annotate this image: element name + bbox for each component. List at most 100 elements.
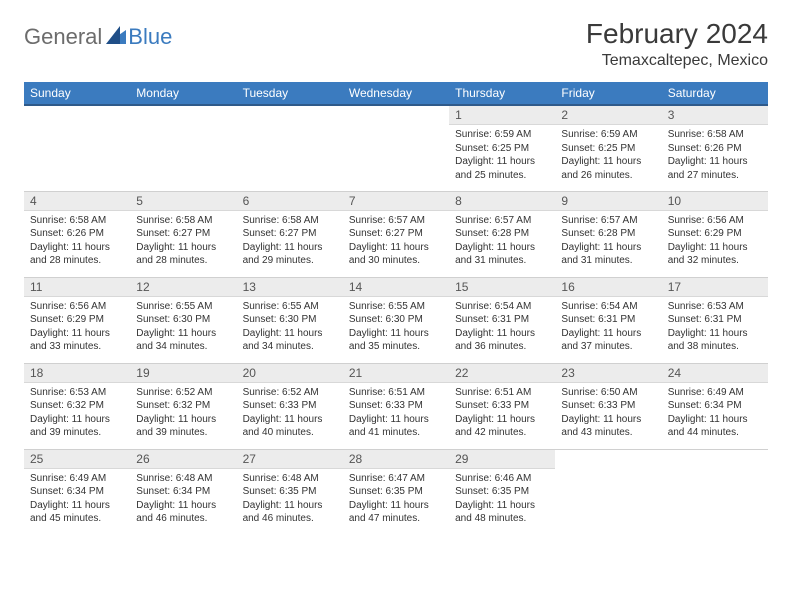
day-number: 12	[130, 278, 236, 297]
day-content: Sunrise: 6:48 AMSunset: 6:35 PMDaylight:…	[237, 469, 343, 530]
day-content: Sunrise: 6:52 AMSunset: 6:32 PMDaylight:…	[130, 383, 236, 444]
calendar-cell: 22Sunrise: 6:51 AMSunset: 6:33 PMDayligh…	[449, 363, 555, 449]
day-number: 23	[555, 364, 661, 383]
sunset-text: Sunset: 6:26 PM	[668, 142, 762, 156]
calendar-cell-empty	[343, 105, 449, 191]
daylight-text: Daylight: 11 hours and 31 minutes.	[455, 241, 549, 268]
calendar-cell: 9Sunrise: 6:57 AMSunset: 6:28 PMDaylight…	[555, 191, 661, 277]
day-content: Sunrise: 6:57 AMSunset: 6:27 PMDaylight:…	[343, 211, 449, 272]
day-content: Sunrise: 6:58 AMSunset: 6:26 PMDaylight:…	[662, 125, 768, 186]
day-content: Sunrise: 6:51 AMSunset: 6:33 PMDaylight:…	[343, 383, 449, 444]
sunrise-text: Sunrise: 6:56 AM	[668, 214, 762, 228]
logo-text-blue: Blue	[128, 24, 172, 50]
sunrise-text: Sunrise: 6:56 AM	[30, 300, 124, 314]
day-content: Sunrise: 6:55 AMSunset: 6:30 PMDaylight:…	[237, 297, 343, 358]
sunset-text: Sunset: 6:28 PM	[455, 227, 549, 241]
day-number: 13	[237, 278, 343, 297]
daylight-text: Daylight: 11 hours and 26 minutes.	[561, 155, 655, 182]
day-content: Sunrise: 6:58 AMSunset: 6:27 PMDaylight:…	[237, 211, 343, 272]
sunset-text: Sunset: 6:25 PM	[455, 142, 549, 156]
calendar-cell: 23Sunrise: 6:50 AMSunset: 6:33 PMDayligh…	[555, 363, 661, 449]
logo-text-general: General	[24, 24, 102, 50]
daylight-text: Daylight: 11 hours and 29 minutes.	[243, 241, 337, 268]
calendar-cell: 26Sunrise: 6:48 AMSunset: 6:34 PMDayligh…	[130, 449, 236, 535]
sunrise-text: Sunrise: 6:53 AM	[668, 300, 762, 314]
sunrise-text: Sunrise: 6:52 AM	[136, 386, 230, 400]
day-content: Sunrise: 6:47 AMSunset: 6:35 PMDaylight:…	[343, 469, 449, 530]
calendar-cell: 18Sunrise: 6:53 AMSunset: 6:32 PMDayligh…	[24, 363, 130, 449]
sunset-text: Sunset: 6:34 PM	[668, 399, 762, 413]
sunrise-text: Sunrise: 6:55 AM	[349, 300, 443, 314]
day-content: Sunrise: 6:59 AMSunset: 6:25 PMDaylight:…	[555, 125, 661, 186]
day-number: 3	[662, 106, 768, 125]
day-number: 14	[343, 278, 449, 297]
calendar-cell: 15Sunrise: 6:54 AMSunset: 6:31 PMDayligh…	[449, 277, 555, 363]
daylight-text: Daylight: 11 hours and 48 minutes.	[455, 499, 549, 526]
day-content: Sunrise: 6:54 AMSunset: 6:31 PMDaylight:…	[449, 297, 555, 358]
day-number: 7	[343, 192, 449, 211]
calendar-cell: 1Sunrise: 6:59 AMSunset: 6:25 PMDaylight…	[449, 105, 555, 191]
weekday-sunday: Sunday	[24, 82, 130, 105]
weekday-tuesday: Tuesday	[237, 82, 343, 105]
day-number: 18	[24, 364, 130, 383]
day-number: 4	[24, 192, 130, 211]
daylight-text: Daylight: 11 hours and 34 minutes.	[136, 327, 230, 354]
sunset-text: Sunset: 6:32 PM	[30, 399, 124, 413]
daylight-text: Daylight: 11 hours and 32 minutes.	[668, 241, 762, 268]
day-number: 16	[555, 278, 661, 297]
day-content: Sunrise: 6:50 AMSunset: 6:33 PMDaylight:…	[555, 383, 661, 444]
day-content: Sunrise: 6:55 AMSunset: 6:30 PMDaylight:…	[130, 297, 236, 358]
daylight-text: Daylight: 11 hours and 43 minutes.	[561, 413, 655, 440]
sunrise-text: Sunrise: 6:58 AM	[136, 214, 230, 228]
daylight-text: Daylight: 11 hours and 36 minutes.	[455, 327, 549, 354]
day-content: Sunrise: 6:54 AMSunset: 6:31 PMDaylight:…	[555, 297, 661, 358]
daylight-text: Daylight: 11 hours and 30 minutes.	[349, 241, 443, 268]
logo: General Blue	[24, 24, 172, 50]
daylight-text: Daylight: 11 hours and 28 minutes.	[136, 241, 230, 268]
day-content: Sunrise: 6:56 AMSunset: 6:29 PMDaylight:…	[24, 297, 130, 358]
sunset-text: Sunset: 6:30 PM	[243, 313, 337, 327]
sunrise-text: Sunrise: 6:57 AM	[455, 214, 549, 228]
sunset-text: Sunset: 6:29 PM	[30, 313, 124, 327]
calendar-cell: 17Sunrise: 6:53 AMSunset: 6:31 PMDayligh…	[662, 277, 768, 363]
weekday-monday: Monday	[130, 82, 236, 105]
sunrise-text: Sunrise: 6:59 AM	[455, 128, 549, 142]
daylight-text: Daylight: 11 hours and 34 minutes.	[243, 327, 337, 354]
day-number: 27	[237, 450, 343, 469]
sunset-text: Sunset: 6:25 PM	[561, 142, 655, 156]
calendar-cell: 20Sunrise: 6:52 AMSunset: 6:33 PMDayligh…	[237, 363, 343, 449]
day-content: Sunrise: 6:58 AMSunset: 6:26 PMDaylight:…	[24, 211, 130, 272]
daylight-text: Daylight: 11 hours and 35 minutes.	[349, 327, 443, 354]
title-block: February 2024 Temaxcaltepec, Mexico	[586, 18, 768, 70]
day-number: 1	[449, 106, 555, 125]
sunrise-text: Sunrise: 6:57 AM	[561, 214, 655, 228]
calendar-row: 4Sunrise: 6:58 AMSunset: 6:26 PMDaylight…	[24, 191, 768, 277]
day-number: 26	[130, 450, 236, 469]
day-number: 22	[449, 364, 555, 383]
sunrise-text: Sunrise: 6:46 AM	[455, 472, 549, 486]
calendar-cell: 3Sunrise: 6:58 AMSunset: 6:26 PMDaylight…	[662, 105, 768, 191]
day-content: Sunrise: 6:59 AMSunset: 6:25 PMDaylight:…	[449, 125, 555, 186]
calendar-cell: 11Sunrise: 6:56 AMSunset: 6:29 PMDayligh…	[24, 277, 130, 363]
day-number: 29	[449, 450, 555, 469]
calendar-row: 18Sunrise: 6:53 AMSunset: 6:32 PMDayligh…	[24, 363, 768, 449]
sunset-text: Sunset: 6:26 PM	[30, 227, 124, 241]
calendar-table: Sunday Monday Tuesday Wednesday Thursday…	[24, 82, 768, 535]
sunrise-text: Sunrise: 6:54 AM	[561, 300, 655, 314]
sunset-text: Sunset: 6:33 PM	[349, 399, 443, 413]
day-content: Sunrise: 6:56 AMSunset: 6:29 PMDaylight:…	[662, 211, 768, 272]
daylight-text: Daylight: 11 hours and 44 minutes.	[668, 413, 762, 440]
calendar-cell-empty	[24, 105, 130, 191]
day-number: 2	[555, 106, 661, 125]
daylight-text: Daylight: 11 hours and 28 minutes.	[30, 241, 124, 268]
calendar-cell: 6Sunrise: 6:58 AMSunset: 6:27 PMDaylight…	[237, 191, 343, 277]
weekday-saturday: Saturday	[662, 82, 768, 105]
sunrise-text: Sunrise: 6:52 AM	[243, 386, 337, 400]
calendar-cell: 24Sunrise: 6:49 AMSunset: 6:34 PMDayligh…	[662, 363, 768, 449]
calendar-row: 25Sunrise: 6:49 AMSunset: 6:34 PMDayligh…	[24, 449, 768, 535]
day-number: 28	[343, 450, 449, 469]
calendar-cell: 14Sunrise: 6:55 AMSunset: 6:30 PMDayligh…	[343, 277, 449, 363]
sunset-text: Sunset: 6:30 PM	[136, 313, 230, 327]
day-content: Sunrise: 6:55 AMSunset: 6:30 PMDaylight:…	[343, 297, 449, 358]
sunset-text: Sunset: 6:27 PM	[243, 227, 337, 241]
